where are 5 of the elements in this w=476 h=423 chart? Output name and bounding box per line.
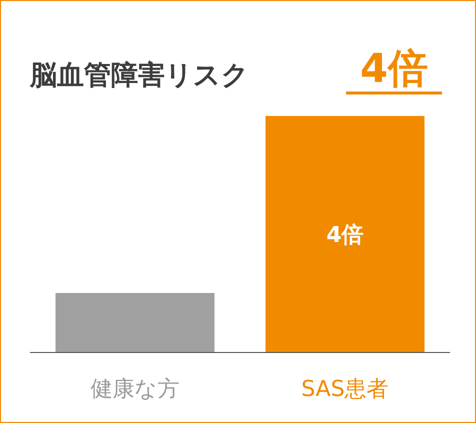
data-label: 4倍 xyxy=(326,223,364,248)
text: 4倍 xyxy=(360,46,428,92)
chart-title: 脳血管障害リスク xyxy=(29,60,249,91)
x-tick-label: 健康な方 xyxy=(90,377,180,402)
x-tick-label: SAS患者 xyxy=(301,377,389,402)
